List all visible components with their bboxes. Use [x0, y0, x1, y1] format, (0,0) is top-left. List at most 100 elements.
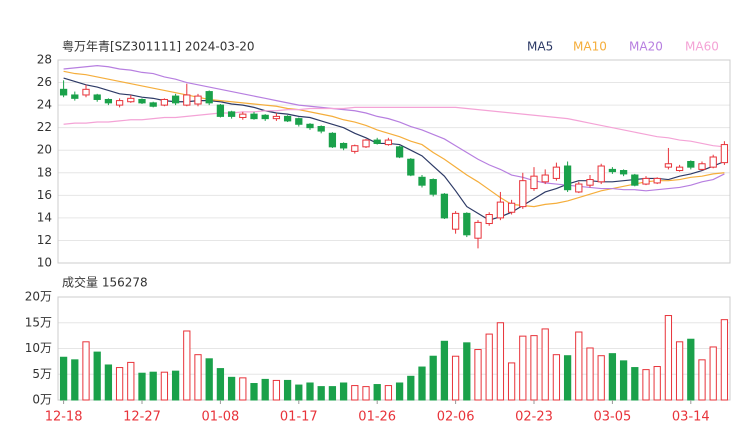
- candle-body: [631, 174, 639, 186]
- volume-bar: [250, 383, 258, 401]
- candle-body: [317, 126, 325, 132]
- candle-body: [205, 91, 213, 104]
- candle-body: [485, 214, 493, 225]
- volume-bar: [59, 356, 68, 401]
- candle-body: [250, 113, 258, 120]
- volume-bar: [384, 385, 393, 401]
- volume-bar: [440, 340, 449, 401]
- x-tick-label: 03-14: [672, 410, 710, 425]
- vol-tick-label: 15万: [25, 315, 52, 329]
- volume-bar: [373, 384, 381, 401]
- candle-body: [597, 165, 605, 183]
- volume-frame: [57, 296, 731, 401]
- volume-bar: [496, 322, 505, 401]
- volume-bar: [295, 384, 303, 401]
- volume-bar: [362, 386, 370, 401]
- legend-entry: MA10: [573, 40, 607, 54]
- candle-body: [463, 212, 471, 236]
- volume-bar: [687, 338, 695, 401]
- candle-body: [563, 165, 572, 191]
- candle-body: [709, 156, 717, 168]
- volume-bar: [474, 349, 482, 401]
- volume-bar: [283, 379, 292, 401]
- legend-entry: MA20: [629, 40, 663, 54]
- volume-bar: [351, 385, 359, 401]
- volume-bar: [395, 382, 404, 401]
- candle-body: [653, 177, 661, 184]
- y-tick-label: 28: [37, 53, 52, 67]
- candle-body: [138, 98, 146, 104]
- volume-bar: [541, 328, 549, 401]
- y-tick-label: 10: [37, 256, 52, 270]
- candle-body: [171, 95, 180, 104]
- candle-body: [306, 123, 314, 129]
- volume-bar: [272, 379, 281, 401]
- volume-bar: [530, 335, 538, 401]
- candle-body: [71, 94, 79, 99]
- candle-body: [675, 166, 684, 172]
- volume-bar: [709, 346, 717, 401]
- candle-body: [194, 95, 202, 105]
- candle-body: [239, 113, 247, 119]
- legend-entry: MA60: [685, 40, 719, 54]
- volume-bar: [608, 353, 617, 401]
- candle-body: [149, 102, 157, 107]
- volume-bar: [160, 371, 169, 401]
- volume-bar: [429, 355, 437, 401]
- candle-body: [608, 168, 617, 173]
- x-tick-label: 03-05: [594, 410, 632, 425]
- volume-bar: [339, 382, 348, 401]
- y-tick-label: 20: [37, 143, 52, 157]
- ma-line: [63, 65, 725, 192]
- candle-body: [216, 104, 225, 117]
- volume-bar: [127, 361, 135, 401]
- candle-body: [328, 132, 337, 148]
- volume-bar: [418, 366, 426, 401]
- volume-bar: [149, 371, 157, 401]
- x-tick-label: 02-06: [437, 410, 475, 425]
- volume-bar: [205, 358, 213, 401]
- candle-body: [160, 98, 169, 106]
- volume-bar: [328, 386, 337, 401]
- candle-body: [351, 145, 359, 152]
- candle-body: [295, 118, 303, 125]
- volume-bar: [575, 331, 583, 401]
- candle-body: [575, 183, 583, 193]
- candle-body: [362, 139, 370, 148]
- candle-body: [429, 179, 437, 195]
- y-tick-label: 24: [37, 98, 52, 112]
- y-tick-label: 26: [37, 75, 52, 89]
- volume-bar: [171, 370, 180, 401]
- x-tick-label: 12-18: [45, 410, 83, 425]
- volume-bar: [675, 341, 684, 401]
- volume-bar: [451, 355, 460, 401]
- x-tick-label: 02-23: [515, 410, 553, 425]
- candle-body: [698, 163, 706, 170]
- candle-body: [541, 174, 549, 183]
- candle-body: [93, 94, 101, 100]
- candle-body: [496, 201, 505, 219]
- vol-tick-label: 5万: [32, 367, 52, 381]
- vol-tick-label: 20万: [25, 290, 52, 304]
- candle-body: [586, 179, 594, 186]
- y-tick-label: 22: [37, 120, 52, 134]
- volume-bar: [216, 368, 225, 401]
- volume-bar: [239, 377, 247, 401]
- volume-bar: [720, 319, 729, 401]
- volume-bar: [227, 376, 236, 401]
- volume-bar: [317, 386, 325, 401]
- x-tick-label: 01-26: [358, 410, 396, 425]
- vol-tick-label: 0万: [32, 393, 52, 407]
- candle-body: [720, 144, 729, 164]
- x-tick-label: 12-27: [123, 410, 161, 425]
- candle-body: [272, 115, 281, 120]
- volume-bar: [183, 330, 191, 401]
- volume-bar: [653, 366, 661, 401]
- volume-bar: [597, 355, 605, 401]
- volume-bar: [82, 341, 90, 401]
- legend-entry: MA5: [527, 40, 553, 54]
- candle-body: [642, 177, 650, 185]
- candle-body: [507, 202, 516, 213]
- candle-body: [104, 98, 113, 104]
- volume-bar: [138, 372, 146, 401]
